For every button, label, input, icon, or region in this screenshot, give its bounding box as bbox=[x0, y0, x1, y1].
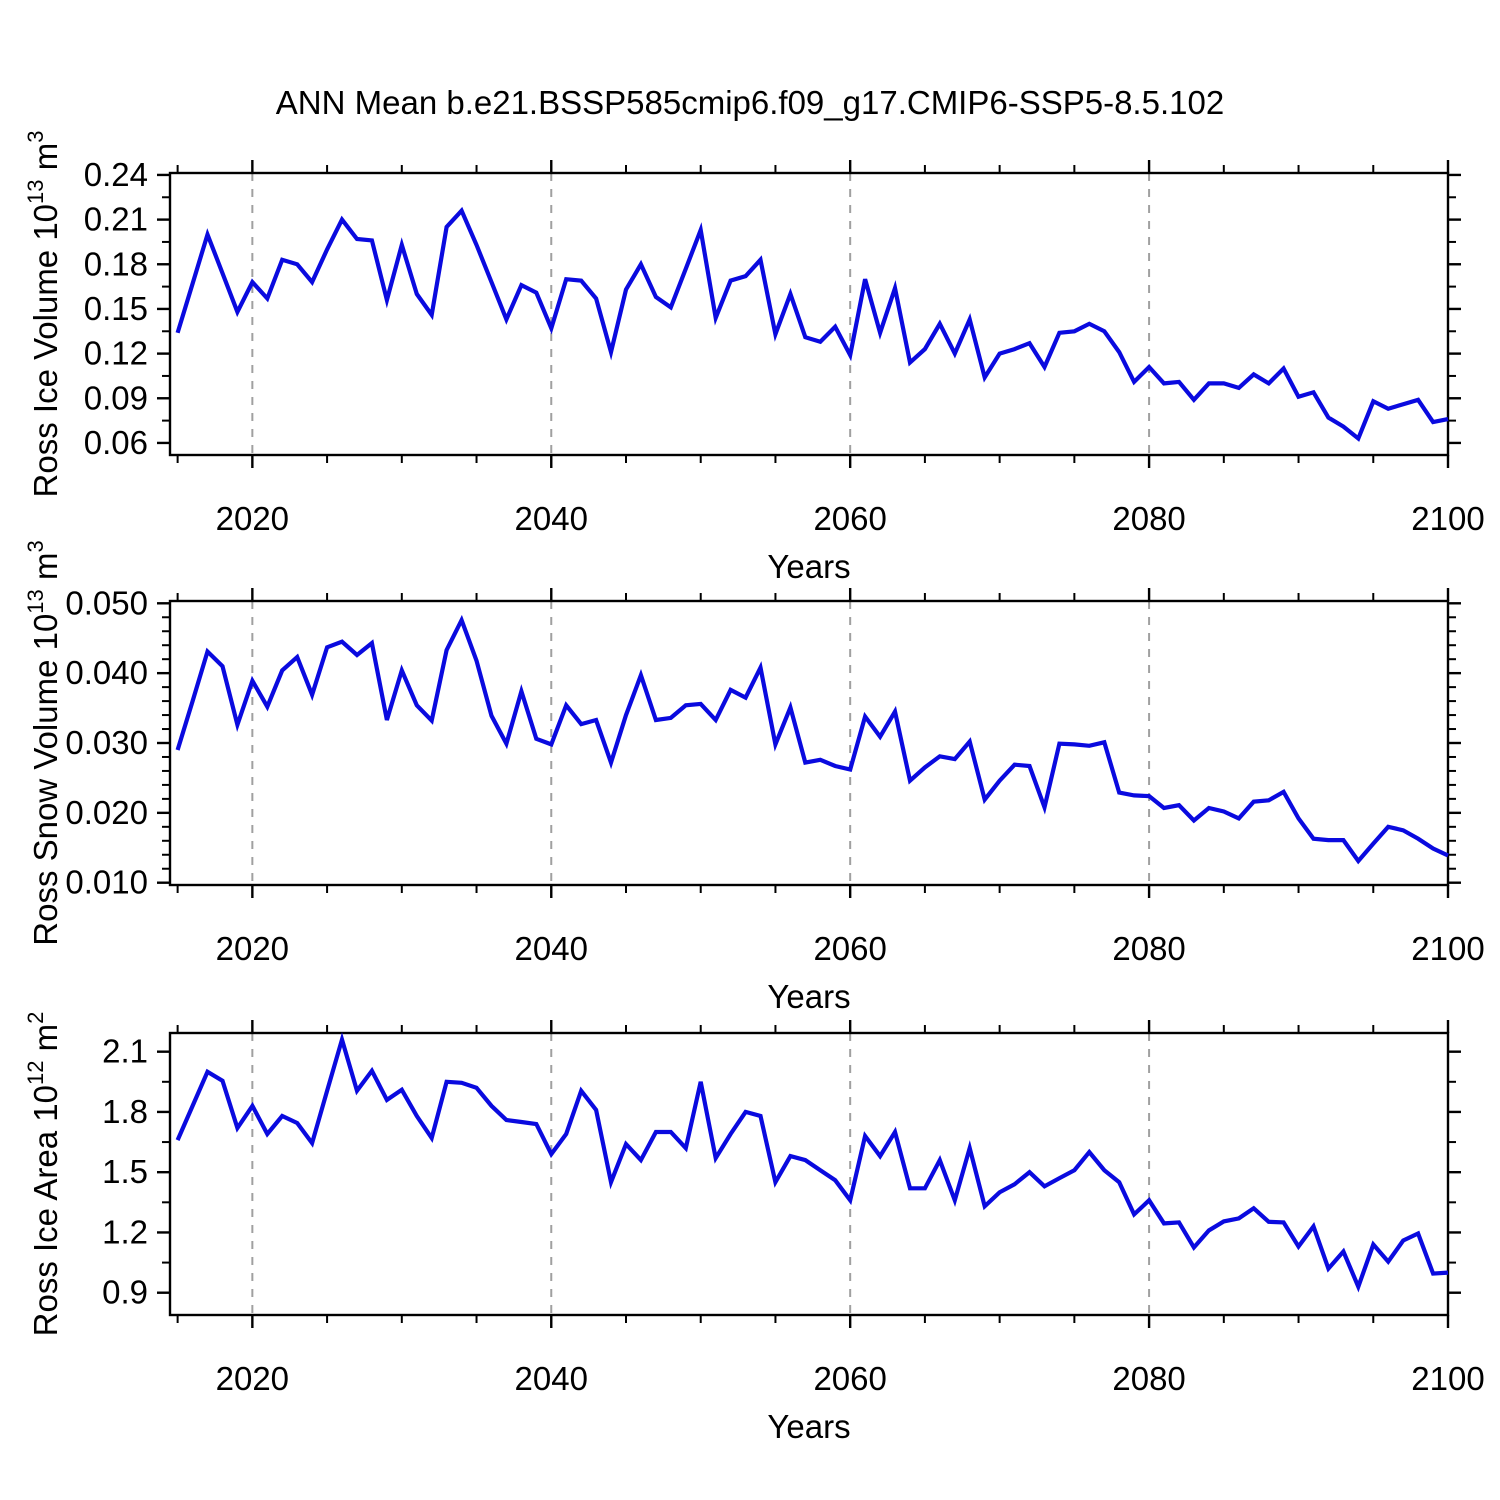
y-tick-label: 0.9 bbox=[102, 1274, 148, 1311]
x-tick-label: 2060 bbox=[813, 500, 886, 537]
x-tick-label: 2060 bbox=[813, 930, 886, 967]
y-tick-label: 0.21 bbox=[84, 201, 148, 238]
y-tick-label: 1.5 bbox=[102, 1153, 148, 1190]
figure-title: ANN Mean b.e21.BSSP585cmip6.f09_g17.CMIP… bbox=[275, 84, 1225, 121]
x-tick-label: 2040 bbox=[515, 1360, 588, 1397]
plot-frame bbox=[168, 1031, 1450, 1317]
y-tick-label: 0.020 bbox=[65, 794, 148, 831]
y-tick-label: 0.12 bbox=[84, 335, 148, 372]
x-axis-title: Years bbox=[767, 548, 850, 585]
x-tick-label: 2100 bbox=[1411, 1360, 1484, 1397]
y-tick-label: 0.24 bbox=[84, 156, 148, 193]
x-tick-label: 2020 bbox=[216, 930, 289, 967]
y-tick-label: 0.030 bbox=[65, 724, 148, 761]
y-tick-label: 0.09 bbox=[84, 379, 148, 416]
y-tick-label: 0.010 bbox=[65, 864, 148, 901]
plot-frame bbox=[168, 599, 1450, 887]
y-tick-label: 1.2 bbox=[102, 1213, 148, 1250]
plot-frame bbox=[168, 171, 1450, 457]
x-tick-label: 2060 bbox=[813, 1360, 886, 1397]
x-axis-title: Years bbox=[767, 978, 850, 1015]
data-line bbox=[175, 614, 1449, 865]
y-tick-label: 0.15 bbox=[84, 290, 148, 327]
y-axis-title: Ross Snow Volume 1013 m3 bbox=[23, 540, 64, 945]
x-tick-label: 2080 bbox=[1112, 930, 1185, 967]
x-tick-label: 2080 bbox=[1112, 500, 1185, 537]
y-tick-label: 0.050 bbox=[65, 584, 148, 621]
y-tick-label: 2.1 bbox=[102, 1033, 148, 1070]
y-tick-label: 0.18 bbox=[84, 245, 148, 282]
panel-3: 2020 2040 2060 2080 2100 Years 2.1 1.8 1.5 1.2 0.9… bbox=[23, 1012, 1485, 1445]
data-line bbox=[175, 206, 1449, 442]
y-axis-title: Ross Ice Area 1012 m2 bbox=[23, 1012, 64, 1337]
data-line bbox=[175, 1032, 1449, 1293]
y-tick-label: 0.06 bbox=[84, 424, 148, 461]
x-tick-label: 2040 bbox=[515, 500, 588, 537]
x-tick-label: 2100 bbox=[1411, 500, 1484, 537]
x-axis-title: Years bbox=[767, 1408, 850, 1445]
panel-1: 2020 2040 2060 2080 2100 Years 0.24 0.21 0.18 0.1… bbox=[23, 131, 1485, 585]
panel-2: 2020 2040 2060 2080 2100 Years 0.050 0.040 0.030… bbox=[23, 540, 1485, 1015]
y-tick-label: 0.040 bbox=[65, 654, 148, 691]
y-tick-label: 1.8 bbox=[102, 1093, 148, 1130]
x-tick-label: 2020 bbox=[216, 500, 289, 537]
x-tick-label: 2020 bbox=[216, 1360, 289, 1397]
y-axis-title: Ross Ice Volume 1013 m3 bbox=[23, 131, 64, 498]
x-tick-label: 2040 bbox=[515, 930, 588, 967]
x-tick-label: 2080 bbox=[1112, 1360, 1185, 1397]
x-tick-label: 2100 bbox=[1411, 930, 1484, 967]
